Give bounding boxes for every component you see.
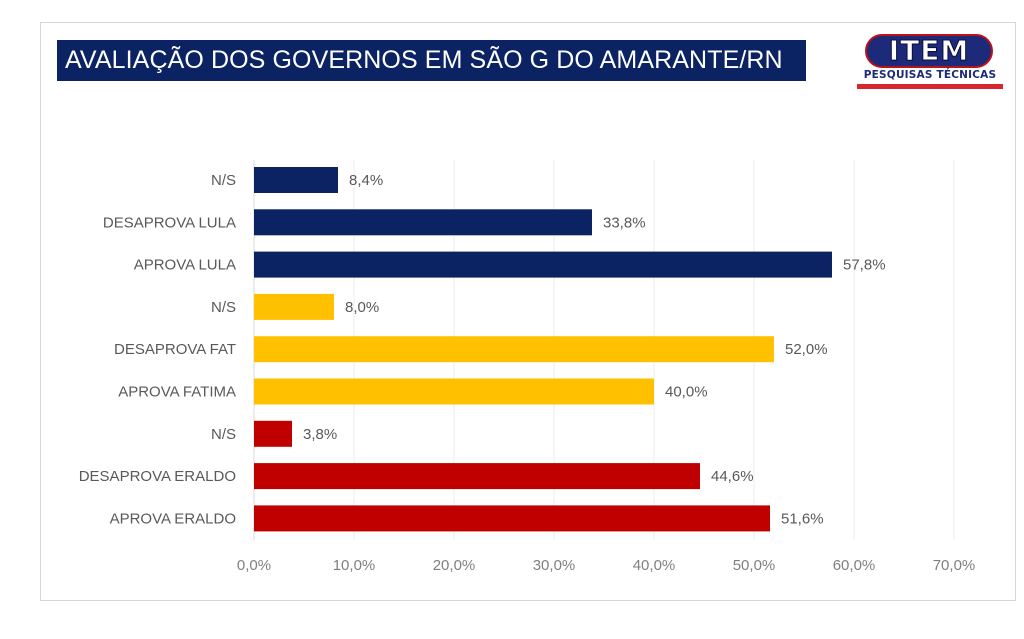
x-tick-label: 0,0% xyxy=(237,557,271,574)
x-tick-label: 10,0% xyxy=(333,557,376,574)
bar xyxy=(254,420,292,447)
bar xyxy=(254,209,592,236)
category-label: N/S xyxy=(211,172,236,189)
value-labels: 8,4% 33,8% 57,8% 8,0% 52,0% 40,0% 3,8% 44,6% 51,… xyxy=(303,172,886,527)
value-label: 44,6% xyxy=(711,468,754,485)
category-labels: N/S DESAPROVA LULA APROVA LULA N/S DESAPROVA… xyxy=(79,172,236,527)
category-label: N/S xyxy=(211,299,236,316)
logo-stripe xyxy=(857,84,1003,89)
value-label: 51,6% xyxy=(781,510,824,527)
bars-group xyxy=(254,167,832,532)
logo-sub-text: PESQUISAS TÉCNICAS xyxy=(863,69,997,81)
category-label: APROVA LULA xyxy=(134,257,236,274)
value-label: 3,8% xyxy=(303,426,337,443)
bar xyxy=(254,505,770,532)
bar xyxy=(254,167,338,193)
value-label: 8,4% xyxy=(349,172,383,189)
x-axis-ticks: 0,0% 10,0% 20,0% 30,0% 40,0% 50,0% 60,0% 70,0% xyxy=(237,557,975,574)
value-label: 8,0% xyxy=(345,299,379,316)
category-label: APROVA FATIMA xyxy=(118,384,236,401)
item-logo: ITEM PESQUISAS TÉCNICAS xyxy=(857,34,1003,90)
x-tick-label: 50,0% xyxy=(733,557,776,574)
x-tick-label: 20,0% xyxy=(433,557,476,574)
bar xyxy=(254,378,654,405)
chart-title: AVALIAÇÃO DOS GOVERNOS EM SÃO G DO AMARA… xyxy=(57,40,806,81)
x-tick-label: 40,0% xyxy=(633,557,676,574)
chart-frame xyxy=(40,22,1016,601)
category-label: N/S xyxy=(211,426,236,443)
category-label: APROVA ERALDO xyxy=(110,510,236,527)
category-label: DESAPROVA ERALDO xyxy=(79,468,236,485)
value-label: 52,0% xyxy=(785,341,828,358)
value-label: 33,8% xyxy=(603,214,646,231)
x-tick-label: 70,0% xyxy=(933,557,976,574)
x-tick-label: 30,0% xyxy=(533,557,576,574)
x-tick-label: 60,0% xyxy=(833,557,876,574)
bar xyxy=(254,463,700,490)
bar xyxy=(254,251,832,278)
logo-pill-shape xyxy=(865,34,993,68)
bar xyxy=(254,336,774,363)
logo-main-text: ITEM xyxy=(888,34,970,68)
value-label: 57,8% xyxy=(843,257,886,274)
category-label: DESAPROVA LULA xyxy=(103,214,236,231)
category-label: DESAPROVA FAT xyxy=(114,341,236,358)
bar xyxy=(254,293,334,320)
value-label: 40,0% xyxy=(665,384,708,401)
